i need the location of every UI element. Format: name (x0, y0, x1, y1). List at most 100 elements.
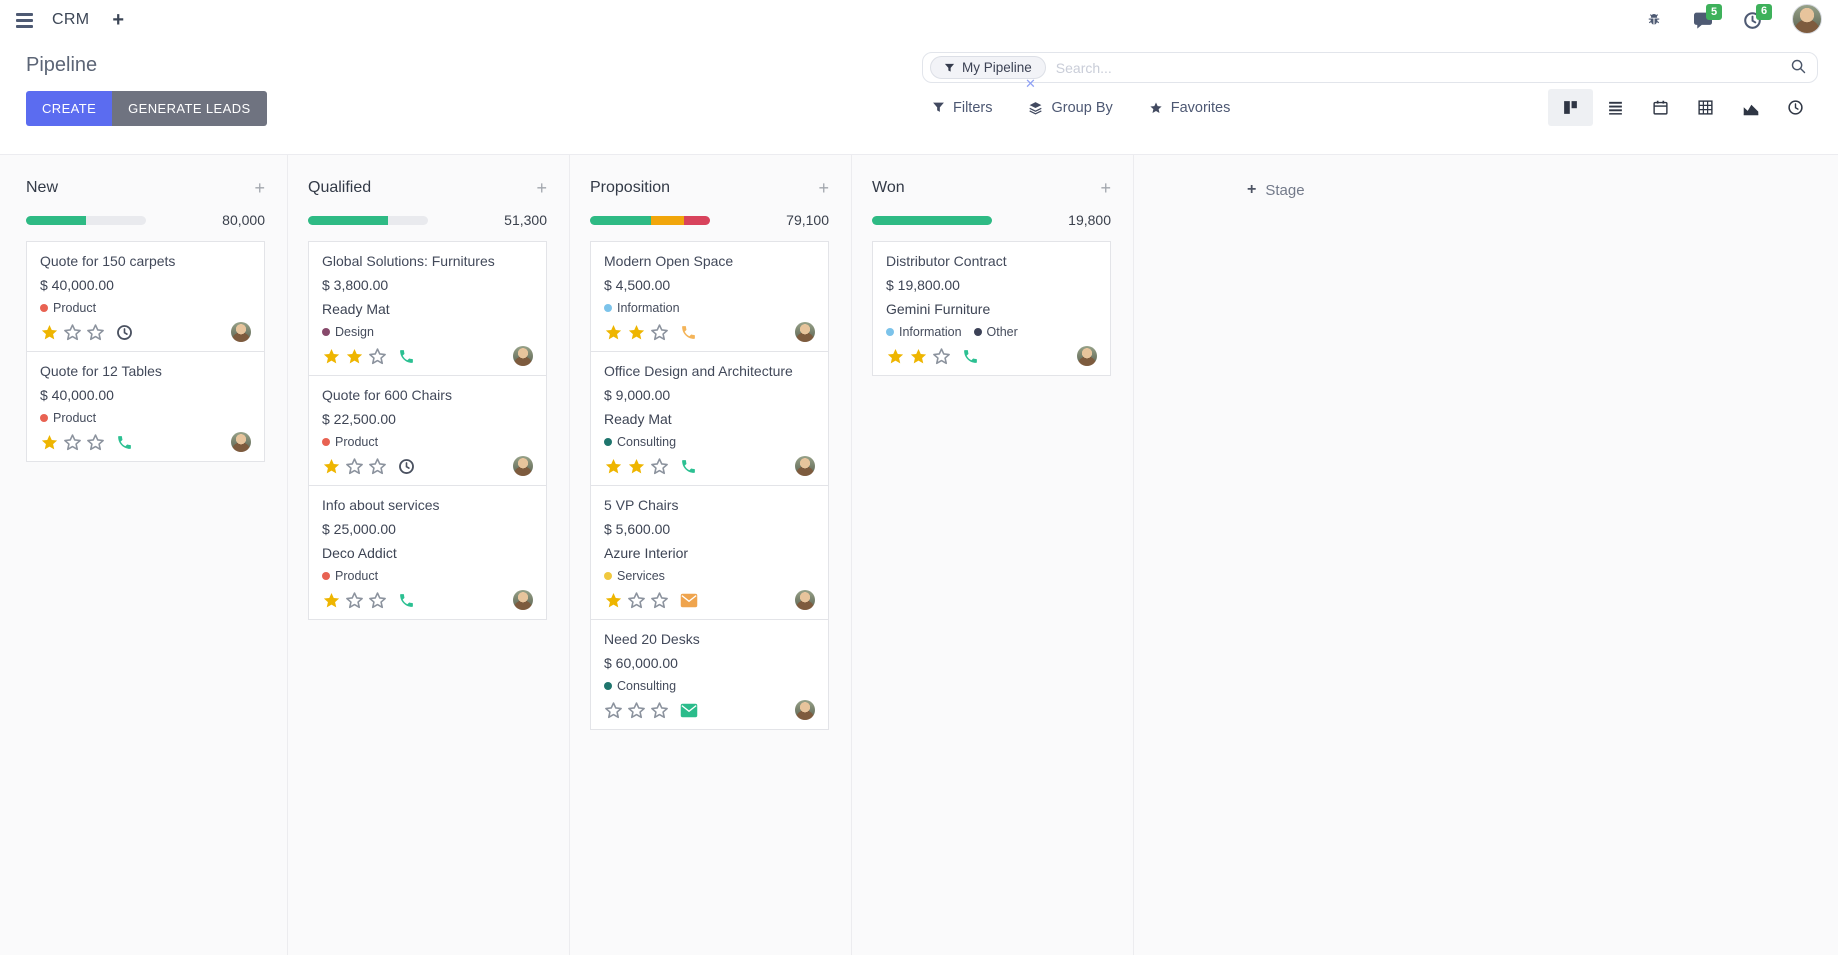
pivot-view-icon[interactable] (1683, 89, 1728, 126)
generate-leads-button[interactable]: GENERATE LEADS (112, 91, 267, 126)
list-view-icon[interactable] (1593, 89, 1638, 126)
column-progressbar[interactable] (308, 215, 428, 225)
kanban-card[interactable]: Need 20 Desks $ 60,000.00 Consulting (590, 619, 829, 730)
star-icon[interactable] (604, 323, 623, 342)
progress-segment[interactable] (651, 215, 684, 225)
group-by-button[interactable]: Group By (1028, 100, 1113, 116)
add-stage-button[interactable]: + Stage (1247, 181, 1305, 199)
phone-activity-icon[interactable] (680, 324, 697, 341)
kanban-card[interactable]: Global Solutions: Furnitures $ 3,800.00 … (308, 241, 547, 376)
kanban-card[interactable]: Quote for 600 Chairs $ 22,500.00 Product (308, 375, 547, 486)
add-record-icon[interactable]: + (254, 178, 265, 198)
search-icon[interactable] (1790, 58, 1807, 78)
star-icon[interactable] (40, 323, 59, 342)
user-avatar[interactable] (1792, 3, 1822, 37)
star-icon[interactable] (40, 433, 59, 452)
card-tags: Product (322, 569, 533, 583)
progress-segment[interactable] (26, 215, 86, 225)
star-icon[interactable] (86, 433, 105, 452)
star-icon[interactable] (345, 457, 364, 476)
star-icon[interactable] (368, 347, 387, 366)
kanban-view-icon[interactable] (1548, 89, 1593, 126)
clock-activity-icon[interactable] (398, 458, 415, 475)
star-icon[interactable] (604, 591, 623, 610)
column-title[interactable]: Won (872, 179, 905, 196)
column-title[interactable]: Proposition (590, 179, 671, 196)
card-title: Quote for 12 Tables (40, 363, 162, 379)
star-icon[interactable] (650, 701, 669, 720)
envelope-activity-icon[interactable] (680, 703, 698, 718)
graph-view-icon[interactable] (1728, 89, 1773, 126)
kanban-card[interactable]: Info about services $ 25,000.00 Deco Add… (308, 485, 547, 620)
kanban-card[interactable]: Quote for 150 carpets $ 40,000.00 Produc… (26, 241, 265, 352)
progress-segment[interactable] (590, 215, 652, 225)
kanban-card[interactable]: Distributor Contract $ 19,800.00 Gemini … (872, 241, 1111, 376)
column-total: 19,800 (1068, 212, 1111, 228)
star-icon[interactable] (650, 457, 669, 476)
filter-funnel-icon (933, 102, 944, 112)
tag-dot (604, 438, 612, 446)
star-icon[interactable] (322, 591, 341, 610)
kanban-card[interactable]: Quote for 12 Tables $ 40,000.00 Product (26, 351, 265, 462)
search-bar[interactable]: My Pipeline ✕ (922, 52, 1818, 90)
progress-segment[interactable] (683, 215, 710, 225)
add-record-icon[interactable]: + (1100, 178, 1111, 198)
activities-icon[interactable]: 6 (1743, 3, 1773, 30)
star-icon[interactable] (368, 457, 387, 476)
star-icon[interactable] (627, 323, 646, 342)
kanban-card[interactable]: 5 VP Chairs $ 5,600.00 Azure Interior Se… (590, 485, 829, 620)
column-title[interactable]: Qualified (308, 179, 372, 196)
star-icon[interactable] (650, 323, 669, 342)
search-facet[interactable]: My Pipeline (930, 56, 1046, 79)
star-icon[interactable] (86, 323, 105, 342)
phone-activity-icon[interactable] (116, 434, 133, 451)
envelope-activity-icon[interactable] (680, 593, 698, 608)
plus-icon[interactable]: + (106, 8, 130, 32)
star-icon[interactable] (322, 457, 341, 476)
create-button[interactable]: CREATE (26, 91, 113, 126)
star-icon[interactable] (368, 591, 387, 610)
messages-icon[interactable]: 5 (1693, 4, 1723, 29)
activity-view-icon[interactable] (1773, 89, 1818, 126)
star-icon[interactable] (627, 457, 646, 476)
progress-segment[interactable] (872, 215, 992, 225)
column-progressbar[interactable] (872, 215, 992, 225)
add-record-icon[interactable]: + (818, 178, 829, 198)
star-icon[interactable] (604, 701, 623, 720)
bug-icon[interactable] (1645, 11, 1663, 29)
card-rating (604, 701, 669, 720)
apps-menu-icon[interactable] (14, 9, 35, 32)
star-icon[interactable] (322, 347, 341, 366)
star-icon[interactable] (604, 457, 623, 476)
search-input[interactable] (1045, 59, 1790, 76)
kanban-card[interactable]: Modern Open Space $ 4,500.00 Information (590, 241, 829, 352)
filters-button[interactable]: Filters (932, 100, 992, 116)
remove-facet-icon[interactable]: ✕ (1025, 76, 1036, 91)
phone-activity-icon[interactable] (398, 592, 415, 609)
card-amount: $ 9,000.00 (604, 387, 671, 403)
calendar-view-icon[interactable] (1638, 89, 1683, 126)
star-icon[interactable] (627, 591, 646, 610)
column-title[interactable]: New (26, 179, 59, 196)
star-icon[interactable] (909, 347, 928, 366)
star-icon[interactable] (63, 323, 82, 342)
app-name[interactable]: CRM (52, 11, 90, 28)
favorites-label: Favorites (1170, 99, 1231, 116)
star-icon[interactable] (650, 591, 669, 610)
phone-activity-icon[interactable] (398, 348, 415, 365)
add-record-icon[interactable]: + (536, 178, 547, 198)
clock-activity-icon[interactable] (116, 324, 133, 341)
phone-activity-icon[interactable] (680, 458, 697, 475)
star-icon[interactable] (345, 591, 364, 610)
column-progressbar[interactable] (590, 215, 710, 225)
star-icon[interactable] (886, 347, 905, 366)
star-icon[interactable] (627, 701, 646, 720)
column-progressbar[interactable] (26, 215, 146, 225)
star-icon[interactable] (345, 347, 364, 366)
phone-activity-icon[interactable] (962, 348, 979, 365)
star-icon[interactable] (63, 433, 82, 452)
kanban-card[interactable]: Office Design and Architecture $ 9,000.0… (590, 351, 829, 486)
star-icon[interactable] (932, 347, 951, 366)
progress-segment[interactable] (308, 215, 389, 225)
favorites-button[interactable]: Favorites (1149, 99, 1231, 116)
